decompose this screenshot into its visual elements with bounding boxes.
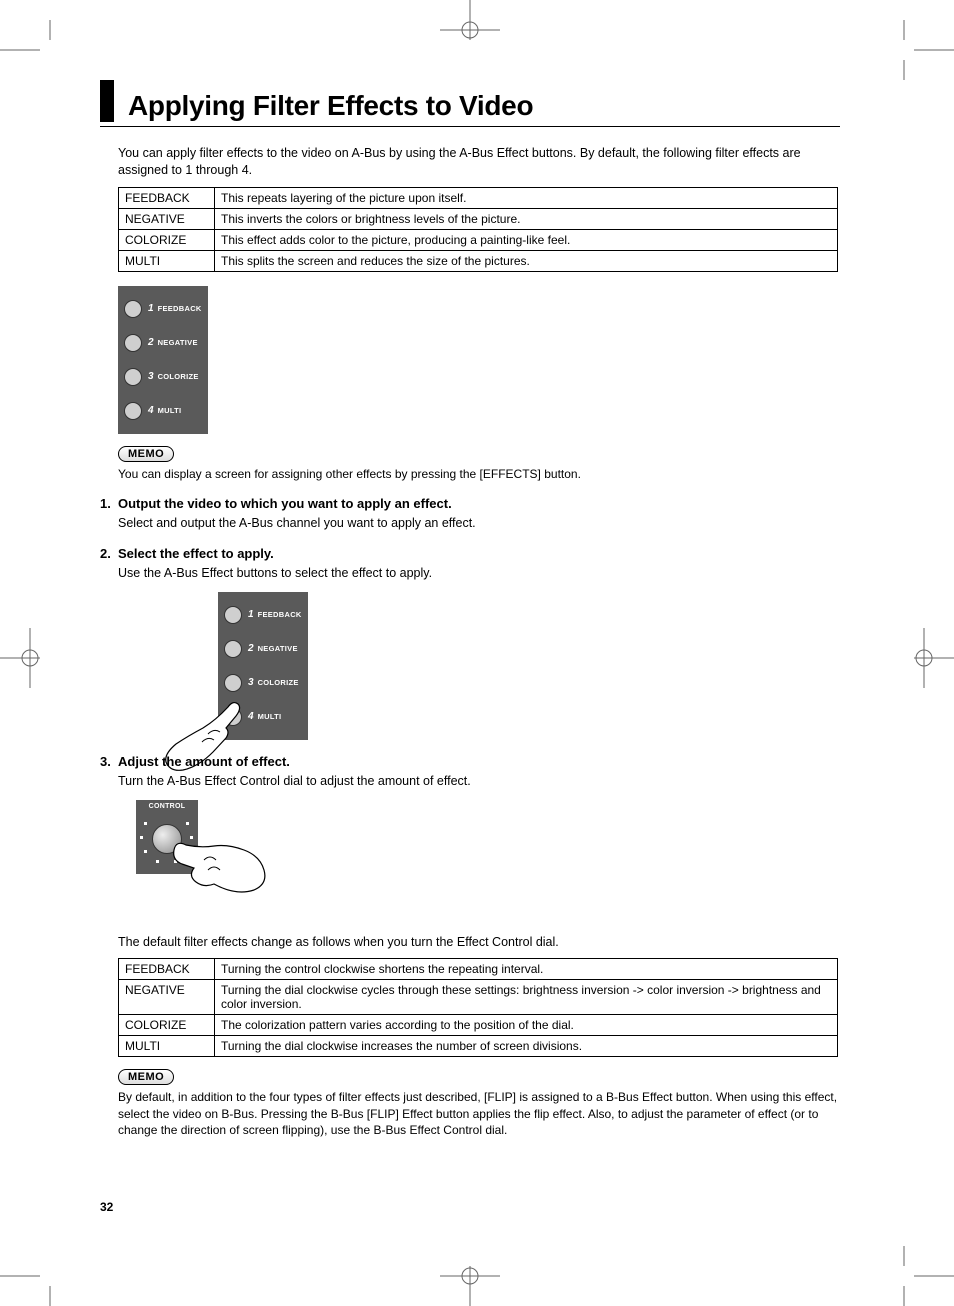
panel-row: 2NEGATIVE xyxy=(124,326,202,360)
effect-button-3[interactable] xyxy=(124,368,142,386)
effect-name: NEGATIVE xyxy=(119,980,215,1015)
effect-desc: This inverts the colors or brightness le… xyxy=(215,208,838,229)
effects-table: FEEDBACKThis repeats layering of the pic… xyxy=(118,187,838,272)
table-row: COLORIZEThe colorization pattern varies … xyxy=(119,1015,838,1036)
effect-desc: Turning the dial clockwise cycles throug… xyxy=(215,980,838,1015)
effect-button-1[interactable] xyxy=(224,606,242,624)
control-dial-diagram: CONTROL xyxy=(136,800,276,920)
effect-name: FEEDBACK xyxy=(119,959,215,980)
effect-button-panel: 1FEEDBACK 2NEGATIVE 3COLORIZE 4MULTI xyxy=(118,286,840,434)
effect-name: NEGATIVE xyxy=(119,208,215,229)
effect-desc: This repeats layering of the picture upo… xyxy=(215,187,838,208)
panel-row: 1FEEDBACK xyxy=(124,292,202,326)
step-1: Output the video to which you want to ap… xyxy=(100,496,840,532)
memo-text: You can display a screen for assigning o… xyxy=(118,466,840,482)
step-title: Output the video to which you want to ap… xyxy=(118,496,840,511)
hand-icon xyxy=(166,820,276,920)
effect-button-2[interactable] xyxy=(124,334,142,352)
step-2: Select the effect to apply. Use the A-Bu… xyxy=(100,546,840,740)
page-content: Applying Filter Effects to Video You can… xyxy=(100,80,840,1152)
panel-row: 3COLORIZE xyxy=(124,360,202,394)
effect-name: MULTI xyxy=(119,250,215,271)
step-3: Adjust the amount of effect. Turn the A-… xyxy=(100,754,840,920)
step-title: Select the effect to apply. xyxy=(118,546,840,561)
memo-text: By default, in addition to the four type… xyxy=(118,1089,840,1138)
effect-desc: The colorization pattern varies accordin… xyxy=(215,1015,838,1036)
heading-wrap: Applying Filter Effects to Video xyxy=(100,80,840,127)
control-label: CONTROL xyxy=(136,800,198,810)
step-body: Select and output the A-Bus channel you … xyxy=(118,515,840,532)
effect-desc: Turning the dial clockwise increases the… xyxy=(215,1036,838,1057)
effect-name: MULTI xyxy=(119,1036,215,1057)
table-row: NEGATIVEThis inverts the colors or brigh… xyxy=(119,208,838,229)
effect-desc: This splits the screen and reduces the s… xyxy=(215,250,838,271)
memo-badge: MEMO xyxy=(118,446,174,462)
table-row: MULTIThis splits the screen and reduces … xyxy=(119,250,838,271)
effect-name: COLORIZE xyxy=(119,229,215,250)
table-row: FEEDBACKTurning the control clockwise sh… xyxy=(119,959,838,980)
dial-intro: The default filter effects change as fol… xyxy=(118,934,840,951)
heading-bar xyxy=(100,80,114,122)
table-row: MULTITurning the dial clockwise increase… xyxy=(119,1036,838,1057)
page-number: 32 xyxy=(100,1200,113,1214)
finger-press-diagram: 1FEEDBACK 2NEGATIVE 3COLORIZE 4MULTI xyxy=(168,592,308,740)
effect-name: COLORIZE xyxy=(119,1015,215,1036)
effect-button-1[interactable] xyxy=(124,300,142,318)
effect-name: FEEDBACK xyxy=(119,187,215,208)
step-body: Use the A-Bus Effect buttons to select t… xyxy=(118,565,840,582)
effect-button-2[interactable] xyxy=(224,640,242,658)
effect-button-3[interactable] xyxy=(224,674,242,692)
effect-desc: This effect adds color to the picture, p… xyxy=(215,229,838,250)
table-row: FEEDBACKThis repeats layering of the pic… xyxy=(119,187,838,208)
effect-button-4[interactable] xyxy=(124,402,142,420)
table-row: NEGATIVETurning the dial clockwise cycle… xyxy=(119,980,838,1015)
page-title: Applying Filter Effects to Video xyxy=(128,90,533,122)
intro-text: You can apply filter effects to the vide… xyxy=(118,145,840,179)
table-row: COLORIZEThis effect adds color to the pi… xyxy=(119,229,838,250)
panel-row: 4MULTI xyxy=(124,394,202,428)
step-title: Adjust the amount of effect. xyxy=(118,754,840,769)
dial-effects-table: FEEDBACKTurning the control clockwise sh… xyxy=(118,958,838,1057)
effect-desc: Turning the control clockwise shortens t… xyxy=(215,959,838,980)
steps-list: Output the video to which you want to ap… xyxy=(100,496,840,920)
memo-badge: MEMO xyxy=(118,1069,174,1085)
step-body: Turn the A-Bus Effect Control dial to ad… xyxy=(118,773,840,790)
